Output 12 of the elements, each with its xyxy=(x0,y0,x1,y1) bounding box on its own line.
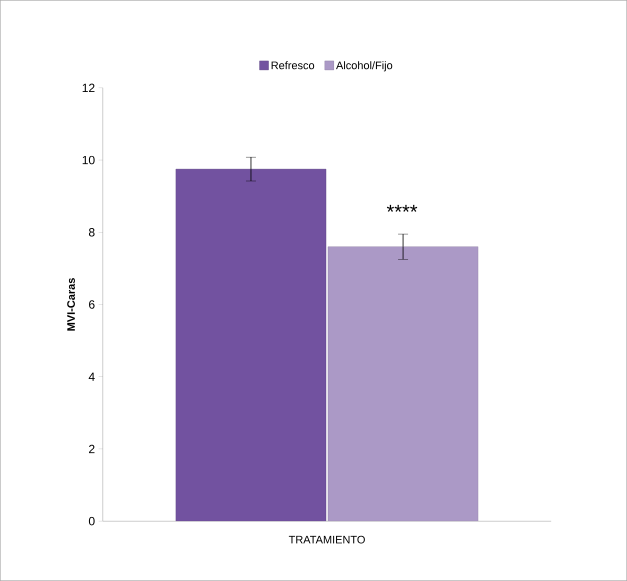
annotation: **** xyxy=(386,204,418,212)
y-tick-label: 4 xyxy=(88,372,95,381)
y-tick-label: 6 xyxy=(89,300,95,309)
y-tick-label: 2 xyxy=(89,444,94,454)
y-axis-title: MVI-Caras xyxy=(67,278,75,331)
y-tick-label: 0 xyxy=(88,516,95,526)
legend-label: Alcohol/Fijo xyxy=(336,61,392,72)
x-axis-title: TRATAMIENTO xyxy=(288,536,365,544)
y-tick-label: 12 xyxy=(82,84,94,92)
legend-label: Refresco xyxy=(272,61,314,70)
y-tick-label: 8 xyxy=(88,228,95,237)
y-tick-label: 10 xyxy=(82,156,95,164)
